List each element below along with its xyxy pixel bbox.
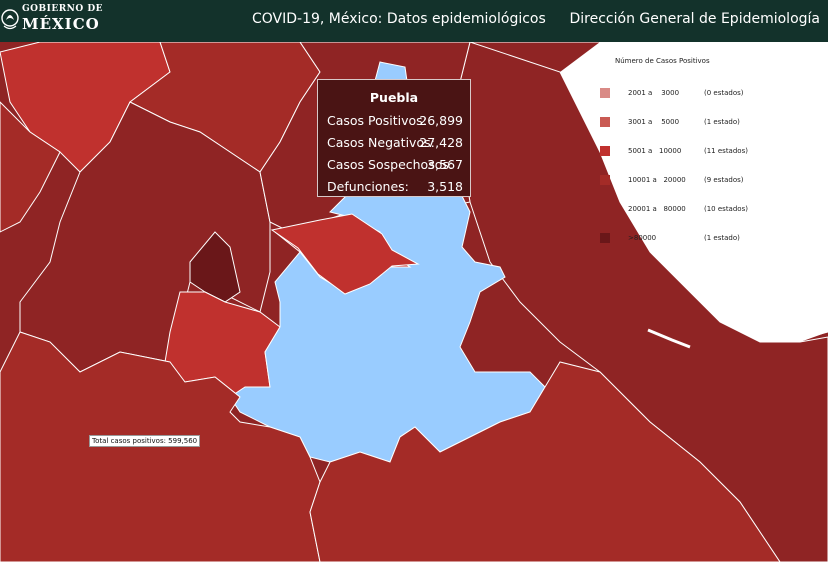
state-oaxaca[interactable] xyxy=(309,361,781,562)
tooltip-row-label: Casos Negativos: xyxy=(327,135,435,150)
tooltip-row-value: 3,518 xyxy=(427,179,463,194)
legend: Número de Casos Positivos 2001 a 3000 (0… xyxy=(596,52,796,252)
tooltip-row: Defunciones: 3,518 xyxy=(327,179,463,197)
legend-swatch xyxy=(600,88,610,98)
legend-range: 5001 a 10000 xyxy=(628,147,682,155)
tooltip-row-label: Casos Sospechosos: xyxy=(327,157,454,172)
tooltip-row: Casos Sospechosos: 3,567 xyxy=(327,157,463,175)
tooltip-row-value: 27,428 xyxy=(419,135,463,150)
tooltip-row-value: 3,567 xyxy=(427,157,463,172)
legend-count: (0 estados) xyxy=(704,89,744,97)
tooltip-state-name: Puebla xyxy=(369,90,419,105)
logo-text-line1: GOBIERNO DE xyxy=(22,4,104,14)
legend-swatch xyxy=(600,175,610,185)
legend-swatch xyxy=(600,233,610,243)
tooltip-row: Casos Negativos: 27,428 xyxy=(327,135,463,153)
legend-count: (10 estados) xyxy=(704,205,748,213)
legend-item[interactable]: 20001 a 80000 (10 estados) xyxy=(596,203,796,215)
app-title: COVID-19, México: Datos epidemiológicos xyxy=(252,11,546,27)
organization-title: Dirección General de Epidemiología xyxy=(569,11,820,27)
logo-text-line2: MÉXICO xyxy=(22,15,100,33)
legend-swatch xyxy=(600,117,610,127)
tooltip-row: Casos Positivos: 26,899 xyxy=(327,113,463,131)
state-ciudad-de-mexico[interactable] xyxy=(189,231,241,303)
top-bar: GOBIERNO DE MÉXICO COVID-19, México: Dat… xyxy=(0,0,828,42)
legend-item[interactable]: 2001 a 3000 (0 estados) xyxy=(596,87,796,99)
legend-item[interactable]: 3001 a 5000 (1 estado) xyxy=(596,116,796,128)
state-tlaxcala-overlay[interactable] xyxy=(270,213,420,295)
state-veracruz[interactable] xyxy=(459,42,828,562)
gobierno-de-mexico-logo[interactable]: GOBIERNO DE MÉXICO xyxy=(0,2,104,38)
gulf-of-mexico xyxy=(560,42,828,342)
legend-range: 3001 a 5000 xyxy=(628,118,680,126)
legend-title: Número de Casos Positivos xyxy=(615,57,710,65)
legend-swatch xyxy=(600,204,610,214)
legend-range: 2001 a 3000 xyxy=(628,89,680,97)
tooltip-row-value: 26,899 xyxy=(419,113,463,128)
legend-range: >80000 xyxy=(628,234,657,242)
legend-swatch xyxy=(600,146,610,156)
state-tooltip: Puebla Casos Positivos: 26,899 Casos Neg… xyxy=(317,79,471,197)
coast-lagoon xyxy=(647,328,691,349)
legend-item[interactable]: 5001 a 10000 (11 estados) xyxy=(596,145,796,157)
legend-item[interactable]: >80000 (1 estado) xyxy=(596,232,796,244)
tooltip-row-label: Casos Positivos: xyxy=(327,113,427,128)
tooltip-row-label: Defunciones: xyxy=(327,179,409,194)
total-cases-label: Total casos positivos: 599,560 xyxy=(89,435,201,447)
legend-count: (1 estado) xyxy=(704,234,740,242)
legend-count: (9 estados) xyxy=(704,176,744,184)
legend-item[interactable]: 10001 a 20000 (9 estados) xyxy=(596,174,796,186)
eagle-emblem-icon xyxy=(1,9,19,30)
legend-count: (11 estados) xyxy=(704,147,748,155)
state-jalisco-edge[interactable] xyxy=(0,101,61,233)
legend-range: 20001 a 80000 xyxy=(628,205,686,213)
legend-count: (1 estado) xyxy=(704,118,740,126)
legend-range: 10001 a 20000 xyxy=(628,176,686,184)
